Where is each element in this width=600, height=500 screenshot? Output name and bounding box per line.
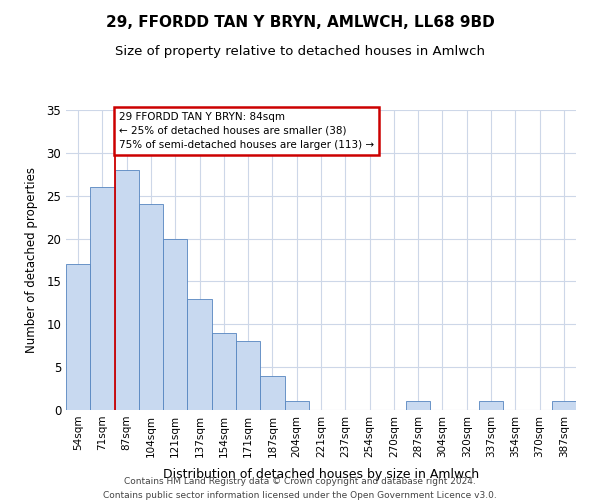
Bar: [260, 376, 284, 410]
Bar: [90, 187, 115, 410]
Bar: [284, 402, 309, 410]
Text: 29, FFORDD TAN Y BRYN, AMLWCH, LL68 9BD: 29, FFORDD TAN Y BRYN, AMLWCH, LL68 9BD: [106, 15, 494, 30]
Bar: [139, 204, 163, 410]
Text: 29 FFORDD TAN Y BRYN: 84sqm
← 25% of detached houses are smaller (38)
75% of sem: 29 FFORDD TAN Y BRYN: 84sqm ← 25% of det…: [119, 112, 374, 150]
Bar: [236, 342, 260, 410]
Y-axis label: Number of detached properties: Number of detached properties: [25, 167, 38, 353]
Bar: [479, 402, 503, 410]
Bar: [163, 238, 187, 410]
Text: Contains HM Land Registry data © Crown copyright and database right 2024.: Contains HM Land Registry data © Crown c…: [124, 478, 476, 486]
Bar: [115, 170, 139, 410]
Bar: [406, 402, 430, 410]
X-axis label: Distribution of detached houses by size in Amlwch: Distribution of detached houses by size …: [163, 468, 479, 481]
Bar: [212, 333, 236, 410]
Bar: [552, 402, 576, 410]
Bar: [66, 264, 90, 410]
Text: Contains public sector information licensed under the Open Government Licence v3: Contains public sector information licen…: [103, 491, 497, 500]
Text: Size of property relative to detached houses in Amlwch: Size of property relative to detached ho…: [115, 45, 485, 58]
Bar: [187, 298, 212, 410]
